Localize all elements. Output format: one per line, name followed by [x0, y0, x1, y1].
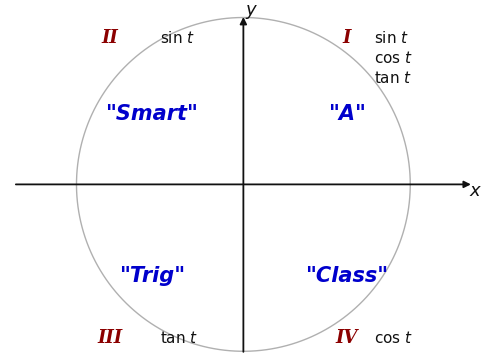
Text: IV: IV [336, 329, 358, 347]
Text: cos $t$: cos $t$ [374, 330, 412, 346]
Text: cos $t$: cos $t$ [374, 50, 412, 66]
Text: sin $t$: sin $t$ [160, 29, 195, 45]
Text: "A": "A" [328, 104, 366, 124]
Text: $x$: $x$ [468, 182, 482, 200]
Text: $y$: $y$ [245, 3, 259, 21]
Text: "Smart": "Smart" [105, 104, 198, 124]
Text: III: III [97, 329, 122, 347]
Text: "Trig": "Trig" [118, 266, 185, 286]
Text: II: II [101, 29, 118, 46]
Text: tan $t$: tan $t$ [160, 330, 198, 346]
Text: tan $t$: tan $t$ [374, 70, 412, 86]
Text: I: I [343, 29, 351, 46]
Text: "Class": "Class" [305, 266, 389, 286]
Text: sin $t$: sin $t$ [374, 29, 409, 45]
